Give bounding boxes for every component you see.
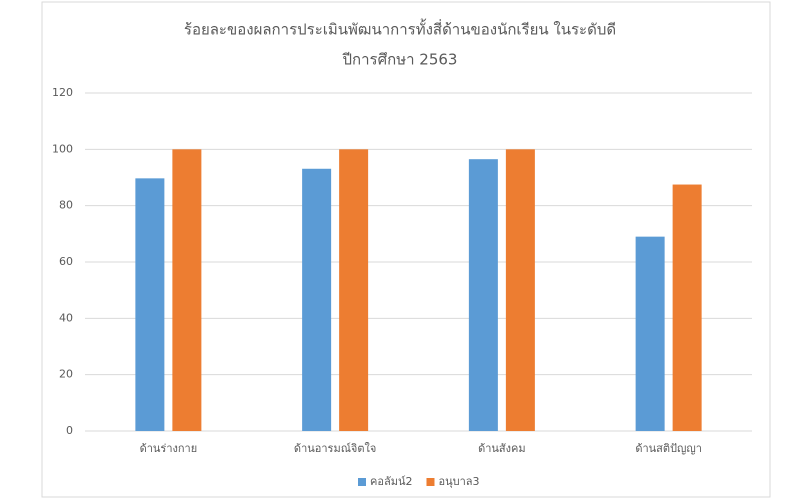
- legend-label: อนุบาล3: [438, 475, 479, 488]
- y-tick-label: 120: [52, 86, 73, 99]
- x-tick-label: ด้านอารมณ์จิตใจ: [294, 442, 376, 455]
- bar: [302, 168, 332, 432]
- y-tick-label: 60: [59, 255, 73, 268]
- legend-swatch: [426, 478, 435, 486]
- chart-subtitle: ปีการศึกษา 2563: [342, 51, 458, 69]
- bar: [635, 236, 665, 431]
- y-tick-label: 100: [52, 142, 73, 155]
- y-tick-label: 40: [59, 311, 73, 324]
- bar: [505, 149, 535, 432]
- legend-swatch: [358, 478, 366, 486]
- bar: [172, 149, 202, 432]
- y-tick-label: 20: [59, 368, 73, 381]
- bar: [468, 159, 498, 432]
- legend-label: คอลัมน์2: [370, 475, 412, 488]
- x-tick-label: ด้านร่างกาย: [140, 442, 198, 455]
- x-tick-label: ด้านสติปัญญา: [635, 442, 702, 455]
- y-tick-label: 80: [59, 199, 73, 212]
- bar: [339, 149, 369, 432]
- bar: [672, 184, 702, 431]
- chart-title: ร้อยละของผลการประเมินพัฒนาการทั้งสี่ด้าน…: [184, 19, 616, 39]
- bar: [135, 178, 165, 431]
- y-tick-label: 0: [66, 424, 73, 437]
- x-tick-label: ด้านสังคม: [478, 442, 526, 455]
